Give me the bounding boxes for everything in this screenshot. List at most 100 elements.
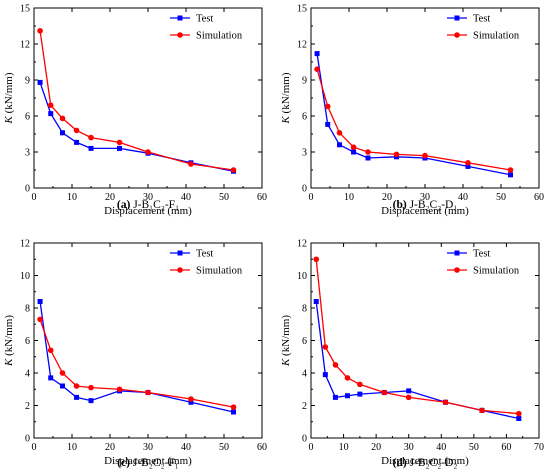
data-point-circle: [88, 384, 94, 391]
x-tick-label: 10: [339, 442, 349, 453]
data-point-square: [37, 79, 43, 85]
chart-panel-c: 0 10 20 30 40 50 60 0 2 4 6 8 10 12 Displacement (mm) K…: [3, 239, 267, 470]
data-point-circle: [230, 404, 237, 410]
x-tick-label: 20: [105, 192, 115, 203]
data-point-circle: [322, 344, 329, 350]
data-point-square: [465, 163, 471, 169]
data-point-square: [516, 416, 522, 421]
chart-panel-a: 0 10 20 30 40 50 60 0 3 6 9 12 15 Displacement (mm) K …: [3, 4, 267, 218]
data-point-circle: [73, 127, 80, 134]
legend-marker-circle: [454, 32, 460, 38]
data-point-square: [325, 121, 331, 127]
series-simulation: [37, 28, 237, 173]
data-point-square: [344, 393, 350, 399]
y-tick-label: 4: [25, 369, 30, 380]
x-tick-label: 40: [458, 192, 468, 203]
y-tick-label: 10: [297, 271, 307, 282]
data-point-square: [37, 299, 43, 304]
x-tick-label: 50: [219, 442, 229, 453]
y-tick-label: 0: [302, 434, 307, 445]
series-test: [37, 299, 236, 415]
data-point-circle: [313, 256, 320, 263]
data-point-square: [74, 139, 80, 145]
legend-label: Test: [473, 14, 490, 25]
y-axis-label-symbol: K: [3, 116, 15, 125]
caption-tag: (a): [117, 199, 131, 211]
data-point-circle: [516, 410, 522, 417]
y-tick-label: 15: [20, 4, 30, 15]
chart-panel-b: 0 10 20 30 40 50 60 0 3 6 9 12 15 Displacement (mm) K …: [280, 4, 544, 218]
legend-marker-square: [454, 250, 460, 256]
x-axis-label: Displacement (mm): [381, 205, 469, 217]
y-tick-label: 0: [302, 184, 307, 195]
data-point-square: [332, 394, 338, 400]
series-line: [315, 259, 519, 415]
x-axis-label: Displacement (mm): [104, 205, 192, 217]
data-point-circle: [59, 115, 66, 122]
data-point-circle: [357, 381, 363, 388]
legend-label: Simulation: [196, 266, 243, 277]
data-point-circle: [116, 386, 123, 393]
x-tick-label: 10: [344, 192, 354, 203]
y-tick-label: 9: [25, 76, 30, 87]
data-point-circle: [230, 167, 237, 173]
caption-text: J-B₁C₂-F₁: [130, 199, 179, 211]
series-test: [37, 79, 236, 174]
data-point-circle: [314, 66, 320, 72]
x-tick-label: 20: [371, 442, 381, 453]
data-point-square: [117, 145, 122, 151]
y-axis-label-symbol: K: [280, 116, 292, 125]
data-point-square: [322, 372, 328, 378]
caption-tag: (c): [117, 457, 130, 469]
x-tick-label: 40: [181, 192, 191, 203]
x-tick-label: 60: [534, 192, 544, 203]
y-tick-label: 4: [302, 369, 307, 380]
data-point-circle: [422, 152, 428, 159]
series-simulation: [37, 316, 237, 410]
x-tick-label: 50: [469, 442, 479, 453]
legend-marker-square: [177, 250, 183, 256]
y-tick-label: 6: [302, 336, 307, 347]
y-axis-label: K (kN/mm): [3, 72, 15, 124]
x-tick-label: 20: [105, 442, 115, 453]
legend: Test Simulation: [170, 14, 243, 42]
y-tick-label: 12: [20, 239, 30, 250]
x-tick-label: 60: [257, 192, 267, 203]
panel-caption: (d) J-B₂C₂-D₂: [393, 457, 458, 469]
data-point-circle: [145, 389, 151, 396]
y-tick-label: 9: [302, 76, 307, 87]
y-tick-label: 2: [302, 401, 307, 412]
legend: Test Simulation: [447, 249, 520, 277]
data-point-square: [74, 394, 80, 400]
data-point-square: [188, 399, 194, 405]
data-point-circle: [344, 375, 351, 381]
chart-panel-d: 0 10 20 30 40 50 60 70 0 2 4 6 8 10 12 Displacement (mm…: [280, 239, 544, 470]
data-point-circle: [350, 144, 357, 150]
x-tick-label: 50: [496, 192, 506, 203]
data-point-square: [351, 149, 357, 155]
series-simulation: [314, 66, 514, 173]
y-tick-label: 6: [25, 112, 30, 123]
x-axis-label: Displacement (mm): [104, 455, 192, 467]
caption-tag: (d): [393, 457, 407, 469]
y-tick-label: 12: [297, 40, 307, 51]
x-tick-label: 20: [382, 192, 392, 203]
legend: Test Simulation: [447, 14, 520, 42]
x-tick-label: 70: [534, 442, 544, 453]
legend-label: Test: [196, 14, 213, 25]
data-point-square: [60, 383, 65, 389]
x-tick-label: 60: [501, 442, 511, 453]
panel-caption: (c) J-B₂C₂-F₁: [117, 457, 179, 469]
legend: Test Simulation: [170, 249, 243, 277]
data-point-square: [314, 51, 320, 57]
series-line: [39, 82, 234, 172]
data-point-circle: [479, 407, 485, 414]
data-point-square: [60, 130, 65, 136]
x-tick-label: 0: [309, 442, 314, 453]
series-test: [314, 51, 513, 178]
x-tick-label: 50: [219, 192, 229, 203]
x-tick-label: 0: [309, 192, 314, 203]
y-tick-label: 6: [25, 336, 30, 347]
x-tick-label: 0: [32, 192, 37, 203]
x-tick-label: 10: [67, 442, 77, 453]
